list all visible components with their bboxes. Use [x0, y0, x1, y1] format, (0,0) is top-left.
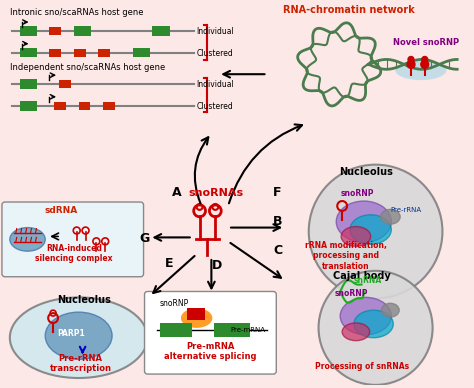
- Text: Clustered: Clustered: [197, 102, 233, 111]
- Text: Nucleolus: Nucleolus: [339, 168, 392, 177]
- Circle shape: [408, 57, 414, 62]
- Text: Cajal body: Cajal body: [333, 271, 391, 281]
- Ellipse shape: [350, 215, 392, 244]
- Bar: [103, 102, 115, 109]
- Text: Pre-mRNA
alternative splicing: Pre-mRNA alternative splicing: [164, 342, 256, 361]
- Ellipse shape: [354, 310, 393, 338]
- Bar: [187, 308, 204, 320]
- Ellipse shape: [381, 210, 400, 224]
- Text: Pre-mRNA: Pre-mRNA: [230, 327, 265, 333]
- Bar: [49, 27, 61, 35]
- Text: Processing of snRNAs: Processing of snRNAs: [315, 362, 409, 371]
- Ellipse shape: [342, 323, 370, 341]
- Circle shape: [422, 57, 428, 62]
- Text: snoRNP: snoRNP: [334, 289, 368, 298]
- Text: snoRNAs: snoRNAs: [189, 188, 244, 198]
- Circle shape: [421, 61, 428, 68]
- Text: Intronic sno/scaRNAs host gene: Intronic sno/scaRNAs host gene: [10, 8, 143, 17]
- Text: Individual: Individual: [197, 80, 234, 89]
- Ellipse shape: [10, 297, 147, 378]
- Text: Independent sno/scaRNAs host gene: Independent sno/scaRNAs host gene: [10, 63, 165, 72]
- Text: PARP1: PARP1: [57, 329, 85, 338]
- Text: D: D: [211, 259, 222, 272]
- Ellipse shape: [336, 201, 392, 242]
- Text: RNA-induced
silencing complex: RNA-induced silencing complex: [35, 244, 112, 263]
- Text: Individual: Individual: [197, 27, 234, 36]
- Bar: [74, 26, 91, 36]
- Bar: [74, 48, 85, 57]
- Text: Pre-rRNA: Pre-rRNA: [390, 207, 421, 213]
- Text: sdRNA: sdRNA: [44, 206, 77, 215]
- Bar: [79, 102, 91, 109]
- Bar: [214, 323, 250, 337]
- Ellipse shape: [341, 227, 371, 246]
- Text: F: F: [273, 186, 282, 199]
- Bar: [19, 48, 37, 57]
- Circle shape: [309, 165, 442, 298]
- Bar: [133, 48, 150, 57]
- Text: E: E: [165, 257, 173, 270]
- Text: rRNA modification,
processing and
translation: rRNA modification, processing and transl…: [305, 241, 387, 271]
- Ellipse shape: [10, 228, 45, 251]
- Text: Novel snoRNP: Novel snoRNP: [393, 38, 459, 47]
- Text: A: A: [172, 186, 182, 199]
- Text: B: B: [273, 215, 283, 228]
- Bar: [160, 323, 191, 337]
- Text: G: G: [140, 232, 150, 245]
- Text: Nucleolus: Nucleolus: [57, 295, 111, 305]
- Bar: [19, 101, 37, 111]
- Bar: [49, 48, 61, 57]
- Text: snoRNP: snoRNP: [159, 299, 189, 308]
- Circle shape: [407, 61, 415, 68]
- Text: Pre-rRNA
transcription: Pre-rRNA transcription: [50, 354, 111, 373]
- Ellipse shape: [382, 303, 399, 317]
- Text: snoRNP: snoRNP: [340, 189, 374, 198]
- Ellipse shape: [181, 308, 212, 328]
- Bar: [59, 80, 71, 88]
- Bar: [54, 102, 66, 109]
- Ellipse shape: [340, 297, 392, 335]
- FancyBboxPatch shape: [145, 291, 276, 374]
- Text: snRNA: snRNA: [354, 275, 382, 285]
- Circle shape: [319, 271, 433, 385]
- FancyBboxPatch shape: [2, 202, 144, 277]
- Text: Clustered: Clustered: [197, 48, 233, 57]
- Bar: [19, 26, 37, 36]
- Ellipse shape: [395, 61, 447, 80]
- Text: C: C: [273, 244, 283, 257]
- Bar: [19, 79, 37, 89]
- Bar: [98, 48, 110, 57]
- Text: RNA-chromatin network: RNA-chromatin network: [283, 5, 415, 15]
- Ellipse shape: [45, 312, 112, 359]
- Bar: [153, 26, 170, 36]
